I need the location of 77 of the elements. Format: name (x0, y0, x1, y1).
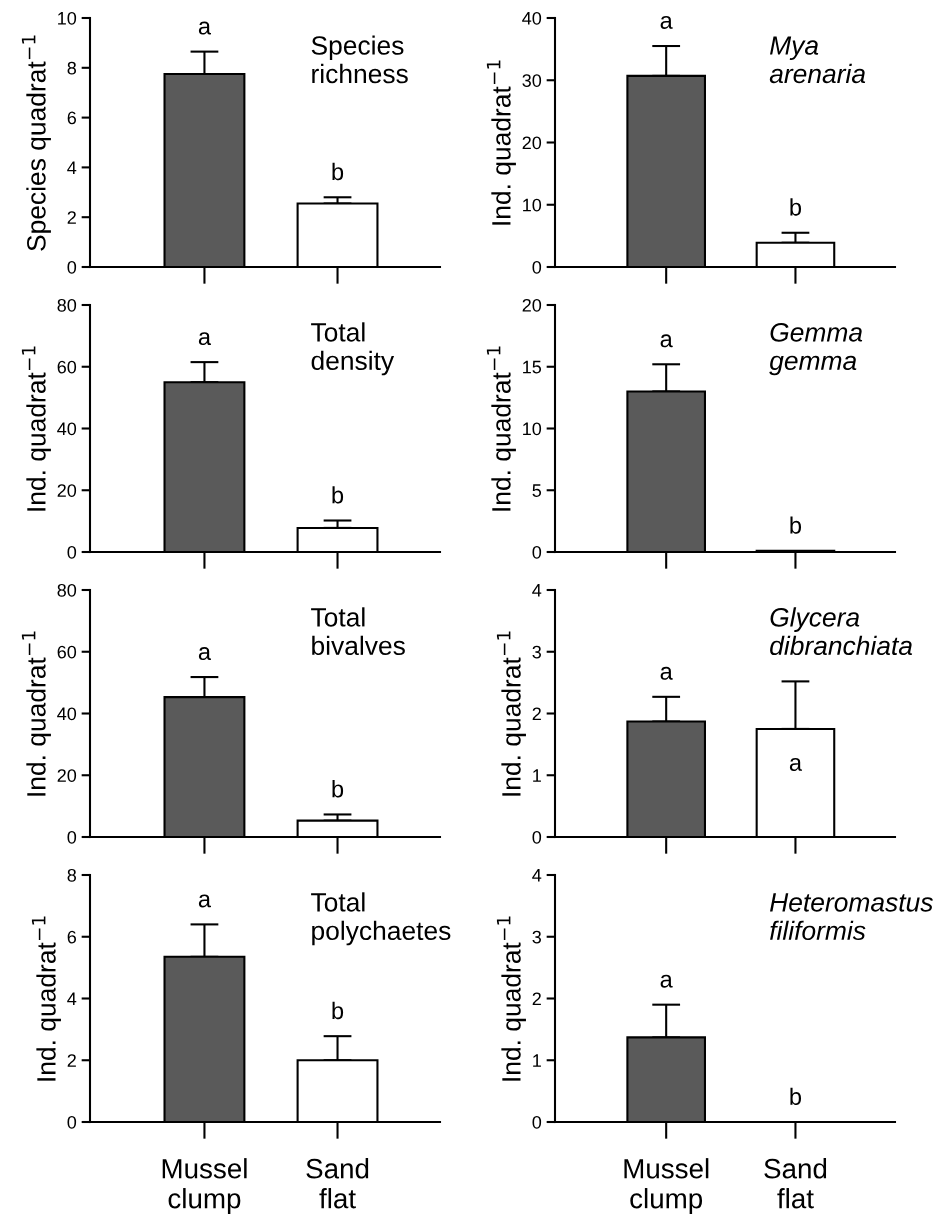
y-axis-title: Species quadrat$^{−1}$ (21, 35, 51, 251)
annotation: a (660, 666, 673, 680)
y-tick-label: 30 (522, 74, 542, 87)
y-tick-label: 0 (67, 545, 77, 559)
y-tick-label: 80 (57, 298, 77, 312)
y-tick-label: 2 (67, 211, 76, 224)
annotation: a (660, 15, 673, 29)
y-tick-label: 3 (532, 645, 542, 659)
y-axis-title: Ind. quadrat$^{−1}$ (496, 916, 526, 1081)
text: Species richness (311, 35, 408, 84)
y-tick-label: 1 (533, 1054, 541, 1067)
annotation: b (332, 162, 344, 181)
annotation: b (790, 198, 802, 216)
y-tick-label: 10 (523, 422, 542, 436)
y-tick-label: 40 (57, 422, 77, 436)
y-tick-label: 0 (532, 260, 542, 274)
y-tick-label: 20 (522, 298, 542, 312)
y-tick-label: 4 (532, 869, 542, 882)
annotation: a (660, 334, 673, 348)
y-tick-label: 20 (57, 769, 77, 782)
y-tick-label: 10 (523, 198, 542, 212)
y-tick-label: 4 (67, 992, 77, 1006)
x-tick-label: Sand flat (764, 1158, 827, 1209)
y-tick-label: 4 (67, 161, 77, 174)
annotation: a (198, 21, 212, 35)
annotation: a (198, 647, 212, 661)
y-tick-label: 6 (67, 111, 77, 125)
y-axis-title: Ind. quadrat$^{−1}$ (21, 631, 51, 796)
text: Total polychaetes (311, 892, 451, 946)
y-axis-title: Ind. quadrat$^{−1}$ (21, 346, 51, 511)
annotation: b (332, 486, 344, 504)
y-tick-label: 4 (532, 584, 542, 597)
y-tick-label: 0 (532, 1115, 542, 1129)
y-tick-label: 40 (57, 707, 77, 721)
y-tick-label: 1 (533, 769, 541, 782)
annotation: b (790, 1087, 802, 1105)
text: Total density (311, 322, 395, 376)
annotation: a (198, 894, 212, 908)
annotation: b (332, 1001, 344, 1020)
y-tick-label: 10 (58, 11, 77, 25)
annotation: b (790, 516, 802, 534)
y-tick-label: 2 (532, 707, 541, 721)
text: Heteromastus filiformis (770, 893, 933, 941)
y-tick-label: 60 (57, 645, 77, 659)
y-tick-label: 0 (67, 830, 77, 844)
x-tick-label: Sand flat (306, 1158, 369, 1209)
y-tick-label: 3 (532, 930, 542, 944)
y-axis-title: Ind. quadrat$^{−1}$ (486, 60, 516, 225)
annotation: b (332, 780, 344, 798)
y-tick-label: 15 (523, 360, 542, 374)
x-tick-label: Mussel clump (162, 1158, 247, 1214)
y-tick-label: 0 (67, 1115, 77, 1129)
annotation: a (198, 332, 212, 346)
text: Gemma gemma (769, 322, 863, 376)
y-axis-title: Ind. quadrat$^{−1}$ (486, 346, 516, 511)
y-tick-label: 2 (532, 992, 541, 1006)
y-tick-label: 0 (67, 260, 77, 274)
y-tick-label: 80 (57, 583, 77, 597)
text: Total bivalves (311, 607, 405, 656)
y-tick-label: 6 (67, 930, 77, 944)
y-tick-label: 0 (532, 545, 542, 559)
y-tick-label: 2 (67, 1054, 76, 1067)
text: Glycera dibranchiata (770, 607, 913, 656)
y-axis-title: Ind. quadrat$^{−1}$ (31, 916, 61, 1081)
y-tick-label: 40 (522, 11, 542, 25)
annotation: a (660, 974, 673, 988)
y-tick-label: 8 (67, 868, 77, 882)
y-tick-label: 20 (57, 484, 77, 497)
text: Mya arenaria (769, 36, 866, 84)
y-tick-label: 8 (67, 61, 77, 75)
y-tick-label: 0 (532, 830, 542, 844)
y-tick-label: 20 (522, 136, 542, 150)
y-tick-label: 60 (57, 360, 77, 374)
annotation: a (789, 758, 803, 771)
y-axis-title: Ind. quadrat$^{−1}$ (496, 631, 526, 796)
x-tick-label: Mussel clump (624, 1158, 709, 1214)
y-tick-label: 5 (532, 484, 542, 497)
